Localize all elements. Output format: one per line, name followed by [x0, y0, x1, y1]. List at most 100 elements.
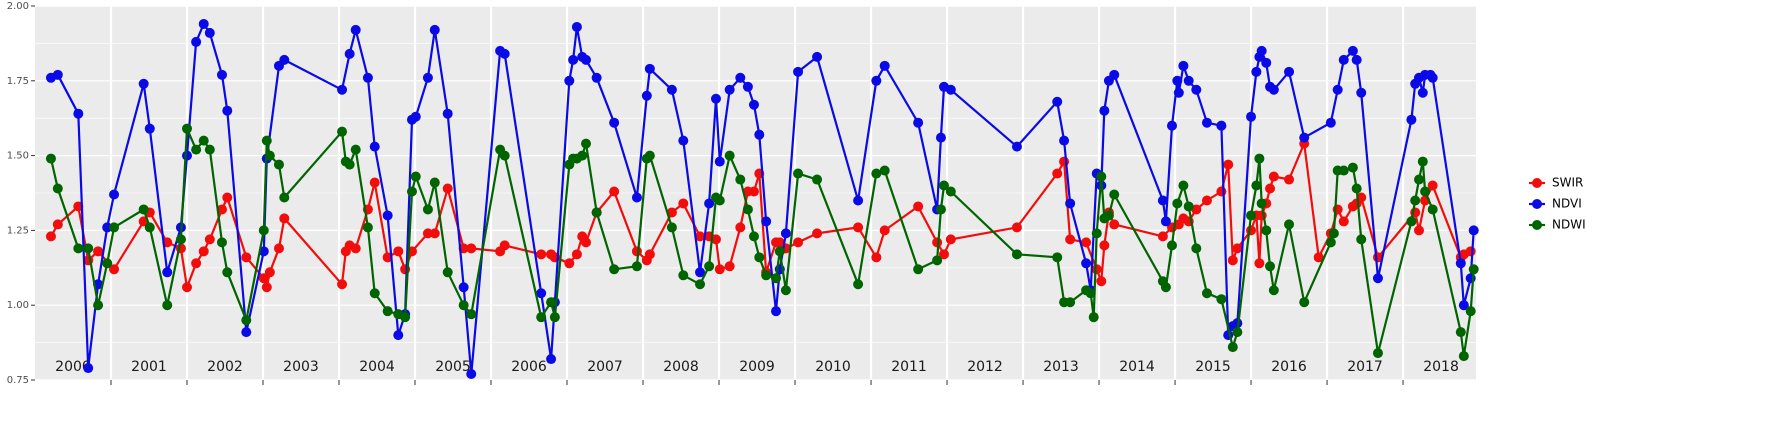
- point: [879, 60, 890, 71]
- point: [93, 300, 104, 311]
- point: [1201, 117, 1212, 128]
- point: [337, 84, 348, 95]
- point: [780, 228, 791, 239]
- point: [144, 123, 155, 134]
- point: [1227, 255, 1238, 266]
- point: [631, 192, 642, 203]
- point: [442, 108, 453, 119]
- point: [932, 255, 943, 266]
- point: [1417, 87, 1428, 98]
- point: [1410, 195, 1421, 206]
- point: [1251, 66, 1262, 77]
- point: [591, 207, 602, 218]
- point: [577, 150, 588, 161]
- point: [52, 183, 63, 194]
- point: [499, 48, 510, 59]
- point: [546, 297, 557, 308]
- point: [1338, 165, 1349, 176]
- point: [935, 204, 946, 215]
- point: [198, 246, 209, 257]
- point: [546, 354, 557, 365]
- legend-label: NDVI: [1552, 197, 1582, 211]
- point: [466, 369, 477, 380]
- point: [279, 192, 290, 203]
- point: [1351, 54, 1362, 65]
- point: [1096, 171, 1107, 182]
- point: [1420, 186, 1431, 197]
- point: [1178, 180, 1189, 191]
- point: [1413, 225, 1424, 236]
- point: [369, 141, 380, 152]
- point: [735, 222, 746, 233]
- point: [678, 198, 689, 209]
- point: [198, 135, 209, 146]
- point: [1178, 60, 1189, 71]
- point: [93, 246, 104, 257]
- point: [138, 204, 149, 215]
- point: [261, 282, 272, 293]
- point: [1325, 237, 1336, 248]
- point: [710, 93, 721, 104]
- point: [261, 135, 272, 146]
- point: [337, 279, 348, 290]
- point: [204, 234, 215, 245]
- year-label: 2015: [1195, 359, 1231, 375]
- point: [1191, 84, 1202, 95]
- point: [273, 159, 284, 170]
- point: [162, 300, 173, 311]
- point: [571, 249, 582, 260]
- year-label: 2006: [511, 359, 547, 375]
- point: [102, 222, 113, 233]
- point: [609, 117, 620, 128]
- point: [1091, 264, 1102, 275]
- point: [1216, 186, 1227, 197]
- point: [793, 237, 804, 248]
- point: [83, 243, 94, 254]
- point: [704, 198, 715, 209]
- point: [581, 138, 592, 149]
- point: [644, 150, 655, 161]
- point: [241, 327, 252, 338]
- point: [400, 312, 411, 323]
- point: [458, 282, 469, 293]
- point: [1059, 156, 1070, 167]
- point: [549, 312, 560, 323]
- point: [754, 129, 765, 140]
- point: [1251, 180, 1262, 191]
- point: [871, 252, 882, 263]
- point: [771, 273, 782, 284]
- point: [1096, 276, 1107, 287]
- point: [382, 210, 393, 221]
- point: [1246, 225, 1257, 236]
- y-tick-label: 0.75: [7, 375, 29, 386]
- point: [109, 189, 120, 200]
- point: [704, 261, 715, 272]
- point: [1081, 237, 1092, 248]
- point: [710, 234, 721, 245]
- point: [1052, 168, 1063, 179]
- point: [1468, 225, 1479, 236]
- point: [1413, 174, 1424, 185]
- point: [1166, 240, 1177, 251]
- point: [1427, 204, 1438, 215]
- point: [406, 186, 417, 197]
- point: [666, 222, 677, 233]
- point: [241, 252, 252, 263]
- point: [350, 144, 361, 155]
- point: [1011, 249, 1022, 260]
- year-label: 2000: [55, 359, 91, 375]
- point: [442, 267, 453, 278]
- point: [1065, 297, 1076, 308]
- point: [1160, 216, 1171, 227]
- point: [1201, 195, 1212, 206]
- point: [1085, 288, 1096, 299]
- point: [1284, 66, 1295, 77]
- point: [678, 135, 689, 146]
- point: [1109, 219, 1120, 230]
- point: [581, 54, 592, 65]
- point: [442, 183, 453, 194]
- point: [1254, 258, 1265, 269]
- point: [1284, 219, 1295, 230]
- point: [812, 228, 823, 239]
- point: [1265, 261, 1276, 272]
